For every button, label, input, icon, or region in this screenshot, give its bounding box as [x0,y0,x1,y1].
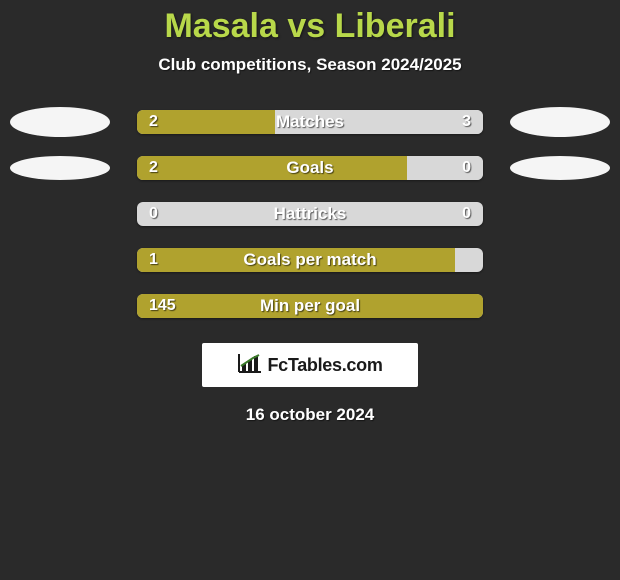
stat-label: Min per goal [137,294,483,318]
date-text: 16 october 2024 [0,405,620,425]
stat-row: 00Hattricks [0,199,620,229]
stat-label: Hattricks [137,202,483,226]
site-logo: FcTables.com [202,343,418,387]
player-badge-right [510,156,610,180]
page-title: Masala vs Liberali [0,0,620,45]
player-badge-right [510,107,610,137]
stat-label: Goals per match [137,248,483,272]
logo-text: FcTables.com [267,355,382,376]
stat-label: Goals [137,156,483,180]
stat-row: 1Goals per match [0,245,620,275]
player-badge-left [10,156,110,180]
stat-row: 20Goals [0,153,620,183]
stat-bar: 145Min per goal [137,294,483,318]
barchart-icon [237,352,263,379]
stat-row: 145Min per goal [0,291,620,321]
stat-bar: 20Goals [137,156,483,180]
stat-bar: 1Goals per match [137,248,483,272]
comparison-rows: 23Matches 20Goals 00Hattricks 1Goals per ma… [0,107,620,321]
stat-label: Matches [137,110,483,134]
stat-row: 23Matches [0,107,620,137]
stat-bar: 23Matches [137,110,483,134]
subtitle: Club competitions, Season 2024/2025 [0,55,620,75]
stat-bar: 00Hattricks [137,202,483,226]
player-badge-left [10,107,110,137]
